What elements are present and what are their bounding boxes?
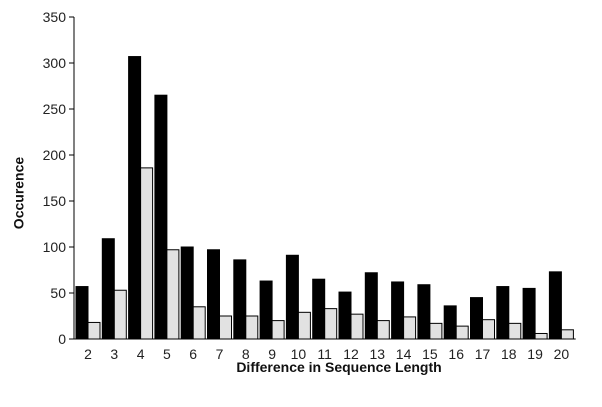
bar-series-2-16 [455, 325, 469, 340]
x-tick-label-19: 19 [527, 346, 543, 362]
bar-series-2-14 [403, 316, 417, 340]
axes-group: 0 50 100 150 200 250 300 350 2 3 4 5 6 7 8 9 10 11 12 13 14 1… [43, 9, 576, 362]
x-tick-label-9: 9 [268, 346, 276, 362]
bar-series-1-8 [233, 259, 247, 340]
bar-series-2-5 [166, 249, 180, 340]
x-tick-label-8: 8 [242, 346, 250, 362]
x-tick-label-7: 7 [216, 346, 224, 362]
bar-series-2-15 [429, 322, 443, 340]
bar-series-2-20 [560, 329, 574, 340]
bar-series-1-3 [101, 238, 115, 340]
bar-series-1-12 [338, 291, 352, 340]
y-tick-label-300: 300 [43, 55, 67, 71]
x-tick-label-10: 10 [291, 346, 307, 362]
y-axis-title-group: Occurence [11, 157, 27, 230]
bar-series-1-2 [75, 286, 89, 340]
bar-series-2-13 [376, 320, 390, 340]
x-tick-label-5: 5 [163, 346, 171, 362]
x-tick-label-12: 12 [343, 346, 359, 362]
x-tick-label-14: 14 [396, 346, 412, 362]
bar-series-2-6 [192, 306, 206, 340]
bar-series-1-7 [207, 249, 220, 340]
x-axis-title: Difference in Sequence Length [236, 359, 441, 375]
bar-series-2-7 [219, 315, 232, 340]
x-tick-label-2: 2 [84, 346, 92, 362]
bar-series-1-19 [522, 287, 536, 340]
y-tick-label-250: 250 [43, 101, 67, 117]
x-tick-label-15: 15 [422, 346, 438, 362]
bar-series-2-17 [482, 319, 495, 340]
bar-series-1-5 [154, 94, 168, 340]
bar-series-2-4 [140, 167, 154, 340]
y-tick-label-50: 50 [50, 285, 66, 301]
bar-series-1-6 [180, 246, 194, 340]
bar-series-1-11 [312, 278, 326, 340]
bar-series-1-9 [259, 280, 273, 340]
x-tick-label-4: 4 [137, 346, 145, 362]
bar-series-2-3 [113, 289, 127, 340]
bar-series-2-8 [245, 315, 259, 340]
y-tick-label-100: 100 [43, 239, 67, 255]
bar-series-2-19 [534, 332, 548, 340]
x-tick-label-20: 20 [554, 346, 570, 362]
x-tick-label-11: 11 [317, 346, 332, 362]
y-tick-label-200: 200 [43, 147, 67, 163]
y-tick-label-150: 150 [43, 193, 67, 209]
bar-series-2-12 [350, 313, 364, 340]
bar-series-2-10 [297, 311, 311, 340]
x-tick-label-16: 16 [448, 346, 464, 362]
x-tick-label-18: 18 [501, 346, 517, 362]
bar-series-1-14 [391, 281, 405, 340]
x-tick-label-6: 6 [189, 346, 197, 362]
bar-series-2-9 [271, 320, 285, 340]
bar-series-2-18 [508, 322, 522, 340]
y-axis-title: Occurence [11, 157, 27, 230]
bar-series-1-16 [443, 305, 457, 340]
bar-series-1-20 [548, 271, 562, 340]
y-tick-label-350: 350 [43, 9, 67, 25]
bar-series-1-18 [496, 286, 510, 340]
bar-series-1-4 [128, 56, 142, 340]
bar-series-1-15 [417, 284, 431, 340]
y-tick-label-0: 0 [58, 331, 66, 347]
bar-series-1-17 [470, 297, 483, 340]
bars-group [75, 56, 574, 340]
x-tick-label-13: 13 [370, 346, 386, 362]
bar-series-1-10 [285, 254, 299, 340]
bar-series-2-2 [87, 321, 101, 340]
bar-series-1-13 [364, 272, 378, 340]
bar-series-2-11 [324, 308, 338, 340]
x-tick-label-17: 17 [475, 346, 491, 362]
x-tick-label-3: 3 [110, 346, 118, 362]
